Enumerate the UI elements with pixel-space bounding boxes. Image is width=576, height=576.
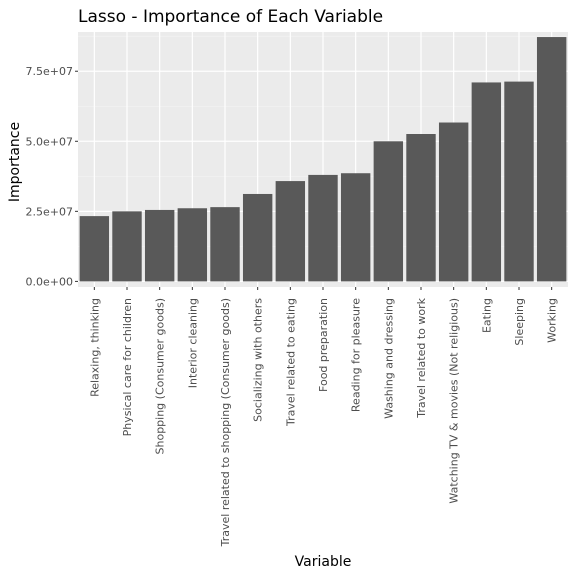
- bar: [340, 173, 371, 282]
- x-tick-label: Travel related to work: [415, 297, 428, 418]
- x-tick-label: Shopping (Consumer goods): [154, 298, 167, 454]
- y-tick-label: 5.0e+07: [26, 135, 73, 148]
- x-tick-label: Reading for pleasure: [350, 298, 363, 412]
- x-tick-label: Travel related to shopping (Consumer goo…: [219, 298, 232, 547]
- bars: [79, 37, 567, 282]
- x-tick-label: Interior cleaning: [186, 298, 199, 388]
- y-axis: 0.0e+00 2.5e+07 5.0e+07 7.5e+07: [26, 65, 78, 288]
- y-tick-label: 0.0e+00: [26, 275, 73, 288]
- bar: [177, 208, 208, 282]
- x-tick-label: Working: [546, 298, 559, 343]
- bar: [438, 122, 469, 282]
- bar: [210, 207, 240, 282]
- bar: [144, 209, 175, 282]
- bar: [242, 193, 273, 282]
- x-tick-label: Food preparation: [317, 298, 330, 392]
- x-tick-label: Washing and dressing: [382, 298, 395, 419]
- x-axis-title: Variable: [295, 554, 352, 570]
- bar: [373, 141, 404, 282]
- chart-title: Lasso - Importance of Each Variable: [78, 7, 383, 27]
- x-tick-label: Watching TV & movies (Not religious): [448, 298, 461, 504]
- bar: [79, 216, 110, 282]
- bar: [112, 211, 142, 282]
- y-tick-label: 2.5e+07: [26, 205, 73, 218]
- y-tick-label: 7.5e+07: [26, 65, 73, 78]
- x-tick-label: Socializing with others: [252, 298, 265, 422]
- x-tick-label: Travel related to eating: [284, 298, 297, 427]
- bar: [536, 37, 567, 282]
- bar: [471, 82, 502, 282]
- x-tick-label: Sleeping: [513, 298, 526, 346]
- x-tick-label: Eating: [480, 298, 493, 333]
- bar: [308, 174, 338, 282]
- bar: [406, 134, 436, 282]
- x-tick-label: Relaxing, thinking: [88, 298, 101, 397]
- x-axis: Relaxing, thinking Physical care for chil…: [88, 287, 559, 547]
- bar: [275, 181, 306, 282]
- y-axis-title: Importance: [7, 122, 23, 202]
- x-tick-label: Physical care for children: [121, 298, 134, 436]
- bar: [504, 81, 534, 282]
